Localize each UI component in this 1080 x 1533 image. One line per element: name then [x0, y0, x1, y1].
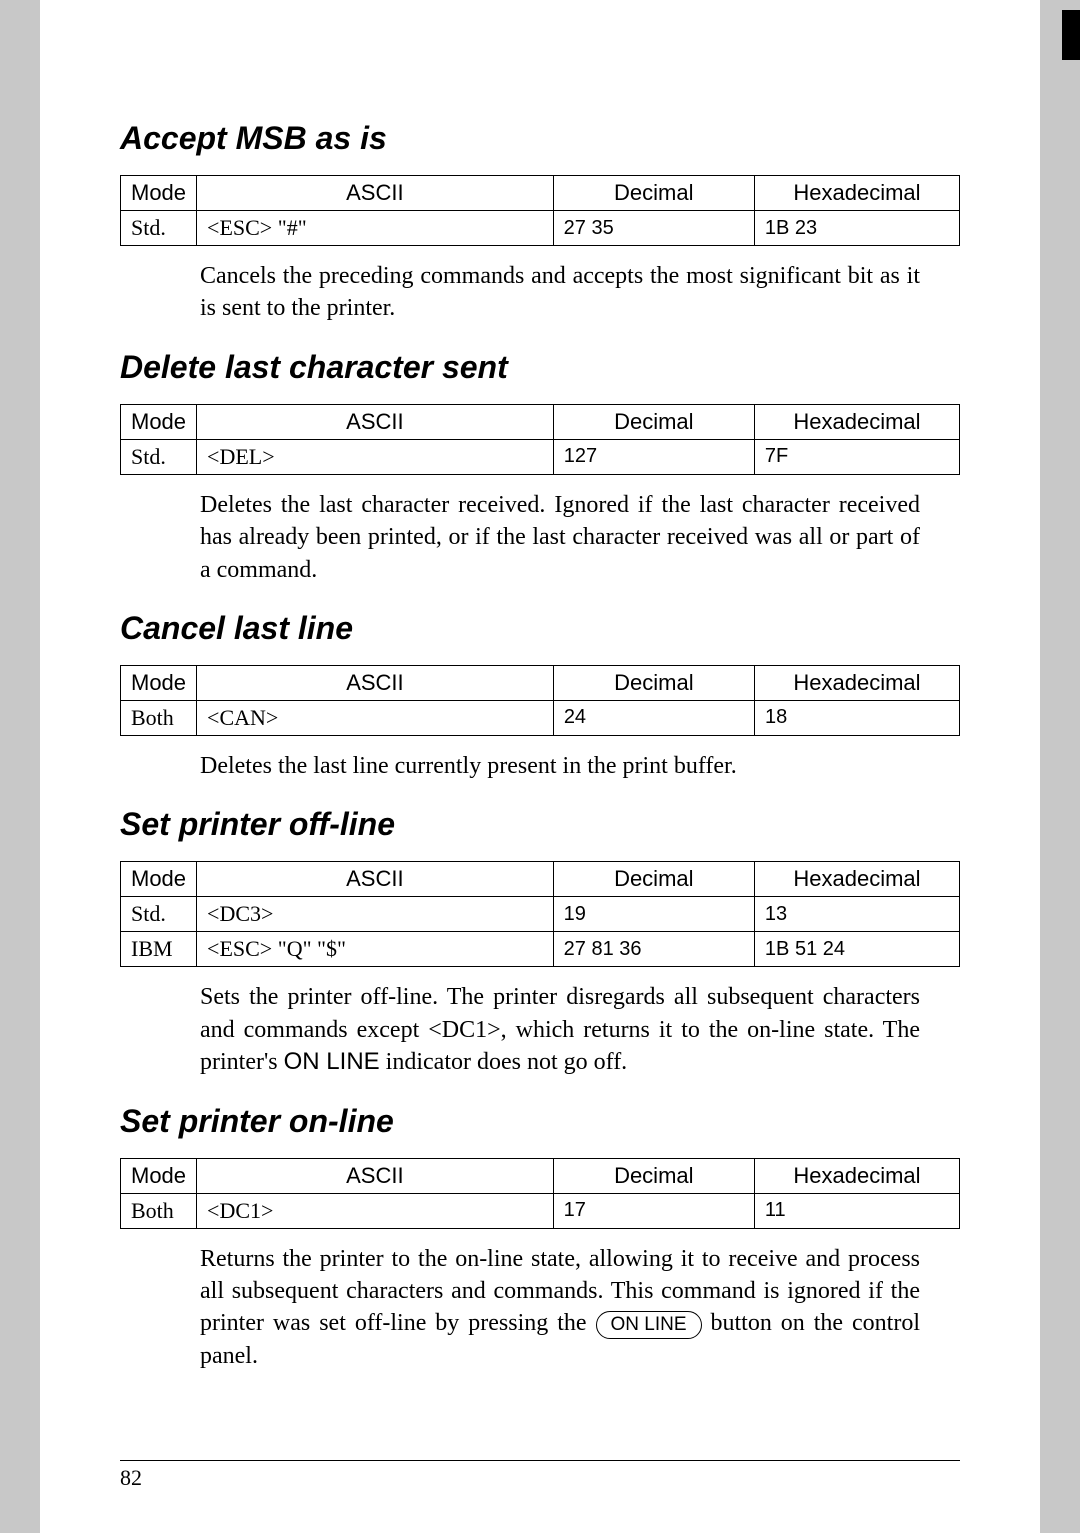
ascii-cell: <DEL>: [197, 439, 554, 474]
desc-text: indicator does not go off.: [380, 1049, 628, 1075]
table-header: Mode: [121, 1158, 197, 1193]
table-header: Decimal: [553, 665, 754, 700]
table-header: ASCII: [197, 1158, 554, 1193]
decimal-cell: 17: [553, 1193, 754, 1228]
section-heading: Cancel last line: [120, 610, 960, 647]
command-table: Mode ASCII Decimal Hexadecimal Std. <ESC…: [120, 175, 960, 246]
hex-cell: 13: [754, 897, 959, 932]
command-table: Mode ASCII Decimal Hexadecimal Both <CAN…: [120, 665, 960, 736]
page-edge-tab: [1062, 10, 1080, 60]
table-header: Hexadecimal: [754, 862, 959, 897]
table-row: Std. <DEL> 127 7F: [121, 439, 960, 474]
table-header: ASCII: [197, 862, 554, 897]
online-word: ON LINE: [284, 1048, 380, 1075]
mode-cell: Both: [121, 1193, 197, 1228]
section-description: Deletes the last line currently present …: [200, 750, 920, 782]
table-row: Both <CAN> 24 18: [121, 700, 960, 735]
mode-cell: Both: [121, 700, 197, 735]
section-heading: Set printer on-line: [120, 1103, 960, 1140]
mode-cell: Std.: [121, 897, 197, 932]
decimal-cell: 127: [553, 439, 754, 474]
table-header: Hexadecimal: [754, 176, 959, 211]
decimal-cell: 27 81 36: [553, 932, 754, 967]
online-button-label: ON LINE: [596, 1311, 702, 1339]
mode-cell: Std.: [121, 211, 197, 246]
command-table: Mode ASCII Decimal Hexadecimal Std. <DC3…: [120, 861, 960, 967]
decimal-cell: 19: [553, 897, 754, 932]
table-row: IBM <ESC> "Q" "$" 27 81 36 1B 51 24: [121, 932, 960, 967]
hex-cell: 7F: [754, 439, 959, 474]
hex-cell: 1B 51 24: [754, 932, 959, 967]
document-page: Accept MSB as is Mode ASCII Decimal Hexa…: [40, 0, 1040, 1533]
decimal-cell: 27 35: [553, 211, 754, 246]
section-description: Cancels the preceding commands and accep…: [200, 260, 920, 325]
ascii-cell: <DC3>: [197, 897, 554, 932]
section-heading: Delete last character sent: [120, 349, 960, 386]
table-header: Mode: [121, 665, 197, 700]
command-table: Mode ASCII Decimal Hexadecimal Std. <DEL…: [120, 404, 960, 475]
hex-cell: 11: [754, 1193, 959, 1228]
table-header: Mode: [121, 862, 197, 897]
section-description: Returns the printer to the on-line state…: [200, 1243, 920, 1373]
hex-cell: 1B 23: [754, 211, 959, 246]
ascii-cell: <DC1>: [197, 1193, 554, 1228]
table-row: Std. <ESC> "#" 27 35 1B 23: [121, 211, 960, 246]
table-header: Mode: [121, 404, 197, 439]
section-description: Deletes the last character received. Ign…: [200, 489, 920, 586]
table-header: Hexadecimal: [754, 665, 959, 700]
table-header: Hexadecimal: [754, 404, 959, 439]
ascii-cell: <CAN>: [197, 700, 554, 735]
table-header: Decimal: [553, 404, 754, 439]
table-header: Mode: [121, 176, 197, 211]
table-row: Std. <DC3> 19 13: [121, 897, 960, 932]
page-number: 82: [120, 1460, 960, 1491]
hex-cell: 18: [754, 700, 959, 735]
section-description: Sets the printer off-line. The printer d…: [200, 981, 920, 1078]
ascii-cell: <ESC> "Q" "$": [197, 932, 554, 967]
table-row: Both <DC1> 17 11: [121, 1193, 960, 1228]
ascii-cell: <ESC> "#": [197, 211, 554, 246]
decimal-cell: 24: [553, 700, 754, 735]
section-heading: Set printer off-line: [120, 806, 960, 843]
mode-cell: IBM: [121, 932, 197, 967]
table-header: Decimal: [553, 176, 754, 211]
table-header: Decimal: [553, 862, 754, 897]
table-header: ASCII: [197, 665, 554, 700]
table-header: Hexadecimal: [754, 1158, 959, 1193]
command-table: Mode ASCII Decimal Hexadecimal Both <DC1…: [120, 1158, 960, 1229]
table-header: Decimal: [553, 1158, 754, 1193]
mode-cell: Std.: [121, 439, 197, 474]
table-header: ASCII: [197, 404, 554, 439]
section-heading: Accept MSB as is: [120, 120, 960, 157]
table-header: ASCII: [197, 176, 554, 211]
